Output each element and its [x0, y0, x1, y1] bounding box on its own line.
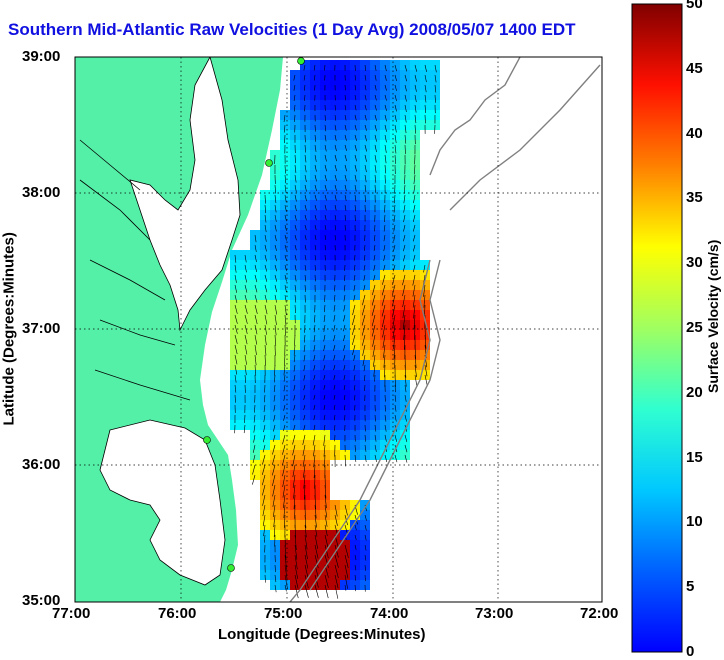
y-tick-label: 39:00	[22, 48, 60, 65]
colorbar-tick-label: 20	[686, 384, 703, 401]
colorbar-tick-label: 30	[686, 254, 703, 271]
y-tick-label: 36:00	[22, 456, 60, 473]
colorbar-tick-label: 0	[686, 643, 694, 660]
y-axis-label: Latitude (Degrees:Minutes)	[1, 216, 18, 426]
x-tick-label: 73:00	[475, 605, 513, 622]
colorbar-tick-label: 15	[686, 449, 703, 466]
colorbar-tick-label: 10	[686, 513, 703, 530]
y-tick-label: 37:00	[22, 320, 60, 337]
y-tick-label: 38:00	[22, 184, 60, 201]
x-tick-label: 75:00	[264, 605, 302, 622]
station-marker	[228, 565, 235, 572]
colorbar-tick-label: 45	[686, 60, 703, 77]
colorbar-tick-label: 50	[686, 0, 703, 12]
x-tick-label: 74:00	[370, 605, 408, 622]
station-marker	[266, 160, 273, 167]
station-marker	[204, 437, 211, 444]
colorbar-tick-label: 25	[686, 319, 703, 336]
x-tick-label: 72:00	[580, 605, 618, 622]
x-tick-label: 76:00	[158, 605, 196, 622]
colorbar	[632, 4, 682, 652]
colorbar-tick-label: 40	[686, 125, 703, 142]
colorbar-label: Surface Velocity (cm/s)	[705, 203, 721, 393]
colorbar-tick-label: 35	[686, 189, 703, 206]
x-axis-label: Longitude (Degrees:Minutes)	[218, 626, 426, 643]
colorbar-tick-label: 5	[686, 578, 694, 595]
station-marker	[298, 58, 305, 65]
y-tick-label: 35:00	[22, 592, 60, 609]
